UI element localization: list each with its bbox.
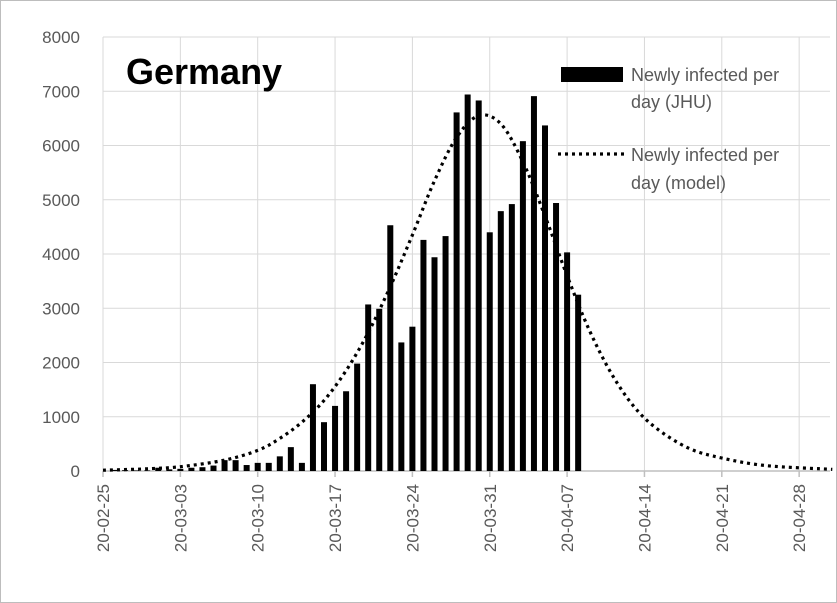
y-tick-label: 3000 [42, 299, 80, 318]
x-tick-label: 20-03-24 [403, 484, 422, 552]
bar [420, 240, 426, 471]
x-tick-label: 20-03-03 [171, 484, 190, 552]
y-tick-label: 2000 [42, 354, 80, 373]
bar [542, 125, 548, 471]
bar [564, 252, 570, 471]
bar [277, 456, 283, 471]
bar [266, 463, 272, 471]
bar [299, 463, 305, 471]
legend-bar-swatch [561, 67, 623, 82]
y-tick-label: 4000 [42, 245, 80, 264]
legend-label: Newly infected per [631, 65, 779, 85]
bar [454, 112, 460, 471]
bar [233, 460, 239, 471]
x-tick-label: 20-04-28 [790, 484, 809, 552]
bar [354, 364, 360, 471]
bar [465, 95, 471, 471]
x-tick-label: 20-03-31 [481, 484, 500, 552]
y-tick-label: 0 [71, 462, 80, 481]
bar [321, 422, 327, 471]
bar [288, 447, 294, 471]
y-tick-label: 8000 [42, 28, 80, 47]
legend-label: Newly infected per [631, 145, 779, 165]
bar [498, 211, 504, 471]
bar [177, 469, 183, 471]
chart-title: Germany [126, 51, 282, 92]
bar [244, 465, 250, 471]
y-tick-label: 1000 [42, 408, 80, 427]
bar [487, 232, 493, 471]
bar [343, 391, 349, 471]
bar [476, 100, 482, 471]
bar [575, 295, 581, 471]
bar [255, 463, 261, 471]
x-tick-label: 20-04-07 [558, 484, 577, 552]
bar [509, 204, 515, 471]
bar [409, 327, 415, 471]
legend-label: day (JHU) [631, 92, 712, 112]
x-tick-label: 20-03-10 [249, 484, 268, 552]
bar [443, 236, 449, 471]
bar [211, 466, 217, 471]
x-tick-label: 20-04-14 [635, 484, 654, 552]
y-tick-label: 7000 [42, 82, 80, 101]
x-tick-label: 20-02-25 [94, 484, 113, 552]
x-tick-label: 20-03-17 [326, 484, 345, 552]
bar [310, 384, 316, 471]
jhu-bars [111, 95, 581, 471]
bar [398, 342, 404, 471]
legend-label: day (model) [631, 173, 726, 193]
bar [144, 470, 150, 471]
bar [199, 467, 205, 471]
bar [188, 468, 194, 471]
bar [166, 469, 172, 471]
bar [387, 225, 393, 471]
y-tick-label: 6000 [42, 137, 80, 156]
x-tick-label: 20-04-21 [713, 484, 732, 552]
bar [376, 309, 382, 471]
bar [432, 257, 438, 471]
bar [332, 406, 338, 471]
bar [520, 141, 526, 471]
legend: Newly infected per day (JHU) Newly infecte… [558, 65, 779, 193]
x-axis-tick-labels: 20-02-25 20-03-03 20-03-10 20-03-17 20-03-24… [94, 484, 809, 552]
y-axis-tick-labels: 0 1000 2000 3000 4000 5000 6000 7000 8000 [42, 28, 80, 481]
y-tick-label: 5000 [42, 191, 80, 210]
bar [531, 96, 537, 471]
